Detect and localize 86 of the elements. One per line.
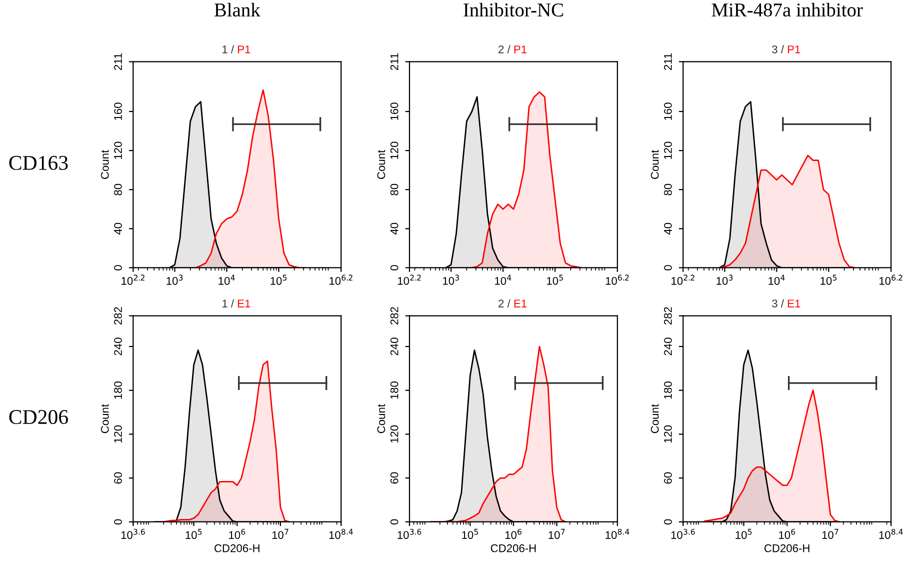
x-tick-label: 10$^{8.4}$ [606,528,630,539]
x-tick-label: 10$^{6}$ [505,528,522,539]
x-tick-label: 10$^{2.2}$ [122,274,144,285]
y-tick-label: 120 [664,425,672,443]
x-tick-label: 10$^{3.6}$ [671,528,695,539]
x-tick-label: 10$^{8.4}$ [879,528,903,539]
y-axis-title: Count [377,404,386,434]
y-tick-label: 211 [390,53,398,70]
x-tick-label: 10$^{3}$ [443,274,459,285]
y-tick-label: 211 [664,53,672,70]
chart-title: 3 / E1 [772,299,800,308]
chart-title: 3 / P1 [772,45,800,54]
y-tick-label: 180 [114,382,122,399]
chart-title: 1 / E1 [222,299,250,308]
y-tick-label: 80 [390,184,398,196]
y-tick-label: 240 [664,338,672,356]
x-tick-label: 10$^{8.4}$ [329,528,353,539]
y-tick-label: 0 [114,265,122,270]
x-tick-label: 10$^{3.6}$ [398,528,422,539]
x-tick-label: 10$^{7}$ [822,528,838,539]
chart-subtitle: Blank [214,2,260,17]
x-tick-label: 10$^{5}$ [270,274,287,285]
chart-subtitle: MiR-487a inhibitor [712,2,863,17]
x-tick-label: 10$^{6.2}$ [606,274,629,285]
x-axis-title: CD206-H [764,544,810,552]
y-tick-label: 160 [390,102,398,120]
chart-subtitle: Inhibitor-NC [464,2,563,17]
y-tick-label: 180 [390,382,398,399]
y-tick-label: 120 [390,425,398,443]
x-tick-label: 10$^{3}$ [166,274,183,285]
y-tick-label: 0 [664,519,672,525]
y-tick-label: 160 [664,102,672,120]
y-axis-title: Count [100,150,109,179]
x-tick-label: 10$^{4}$ [218,274,235,285]
x-tick-label: 10$^{6}$ [779,528,796,539]
x-tick-label: 10$^{5}$ [462,528,478,539]
y-tick-label: 180 [664,382,672,399]
x-tick-label: 10$^{5}$ [736,528,752,539]
y-tick-label: 60 [114,472,122,484]
x-tick-label: 10$^{6.2}$ [330,274,352,285]
y-tick-label: 0 [390,519,398,525]
y-tick-label: 80 [114,184,122,196]
x-tick-label: 10$^{4}$ [495,274,512,285]
y-tick-label: 282 [114,307,122,325]
text: CD163 [9,156,68,170]
x-tick-label: 10$^{6}$ [229,528,246,539]
y-axis-title: Count [650,404,659,434]
y-tick-label: 282 [390,307,398,325]
x-tick-label: 10$^{5}$ [820,274,836,285]
x-tick-label: 10$^{7}$ [272,528,288,539]
y-axis-title: Count [100,404,109,434]
y-axis-title: Count [650,150,659,179]
chart-title: 2 / E1 [498,299,527,308]
x-tick-label: 10$^{3}$ [716,274,733,285]
y-tick-label: 60 [390,472,398,484]
y-tick-label: 240 [390,338,398,356]
y-tick-label: 0 [114,519,122,525]
x-axis-title: CD206-H [490,544,536,552]
y-tick-label: 60 [664,472,672,484]
y-tick-label: 80 [664,184,672,196]
chart-title: 2 / P1 [498,45,527,54]
x-tick-label: 10$^{5}$ [186,528,202,539]
y-tick-label: 282 [664,307,672,325]
y-tick-label: 211 [114,53,122,70]
y-tick-label: 120 [114,142,122,159]
y-tick-label: 160 [114,102,122,120]
y-tick-label: 0 [664,265,672,270]
y-tick-label: 40 [114,222,122,235]
y-tick-label: 40 [390,222,398,235]
x-tick-label: 10$^{6.2}$ [879,274,902,285]
x-tick-label: 10$^{3.6}$ [121,528,145,539]
y-tick-label: 0 [390,265,398,270]
y-tick-label: 120 [114,425,122,443]
y-tick-label: 120 [390,142,398,159]
chart-title: 1 / P1 [222,45,250,54]
x-tick-label: 10$^{5}$ [547,274,563,285]
x-axis-title: CD206-H [214,544,260,552]
x-tick-label: 10$^{2.2}$ [672,274,694,285]
y-axis-title: Count [377,150,386,179]
text: CD206 [9,410,68,424]
x-tick-label: 10$^{2.2}$ [398,274,421,285]
y-tick-label: 40 [664,222,672,235]
x-tick-label: 10$^{7}$ [548,528,565,539]
x-tick-label: 10$^{4}$ [768,274,785,285]
y-tick-label: 120 [664,142,672,159]
y-tick-label: 240 [114,338,122,356]
